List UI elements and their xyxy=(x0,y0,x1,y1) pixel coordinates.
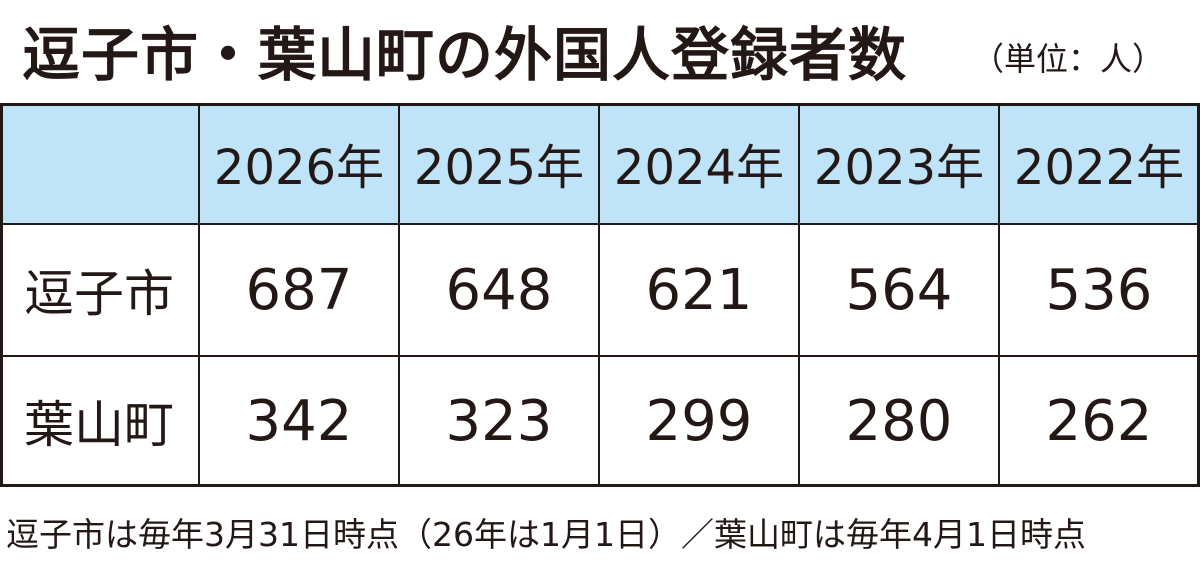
value-cell: 648 xyxy=(400,225,600,357)
column-header: 2024年 xyxy=(600,103,800,225)
value-cell: 564 xyxy=(800,225,1000,357)
value-cell: 536 xyxy=(1000,225,1200,357)
value-cell: 323 xyxy=(400,357,600,487)
corner-cell xyxy=(0,103,200,225)
value-cell: 342 xyxy=(200,357,400,487)
value-cell: 280 xyxy=(800,357,1000,487)
row-label: 逗子市 xyxy=(0,225,200,357)
value-cell: 687 xyxy=(200,225,400,357)
value-cell: 621 xyxy=(600,225,800,357)
column-header: 2023年 xyxy=(800,103,1000,225)
column-header: 2022年 xyxy=(1000,103,1200,225)
column-header: 2026年 xyxy=(200,103,400,225)
value-cell: 262 xyxy=(1000,357,1200,487)
title: 逗子市・葉山町の外国人登録者数 xyxy=(22,21,908,89)
unit-note: （単位：人） xyxy=(972,40,1165,78)
footnote: 逗子市は毎年3月31日時点（26年は1月1日）／葉山町は毎年4月1日時点 xyxy=(6,515,1086,554)
column-header: 2025年 xyxy=(400,103,600,225)
row-label: 葉山町 xyxy=(0,357,200,487)
value-cell: 299 xyxy=(600,357,800,487)
table: 2026年 2025年 2024年 2023年 2022年逗子市 687 648 621 564… xyxy=(0,103,1200,487)
